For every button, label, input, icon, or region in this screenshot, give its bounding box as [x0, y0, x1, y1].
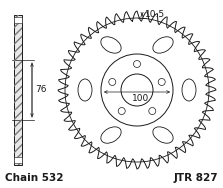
- Bar: [14, 17, 22, 23]
- Bar: [14, 15, 22, 165]
- Bar: [14, 15, 22, 165]
- Text: 10.5: 10.5: [145, 10, 165, 19]
- Text: 76: 76: [35, 86, 47, 95]
- Bar: [14, 157, 22, 163]
- Text: JTR 827: JTR 827: [173, 173, 218, 183]
- Text: 100: 100: [132, 94, 150, 103]
- Text: Chain 532: Chain 532: [5, 173, 64, 183]
